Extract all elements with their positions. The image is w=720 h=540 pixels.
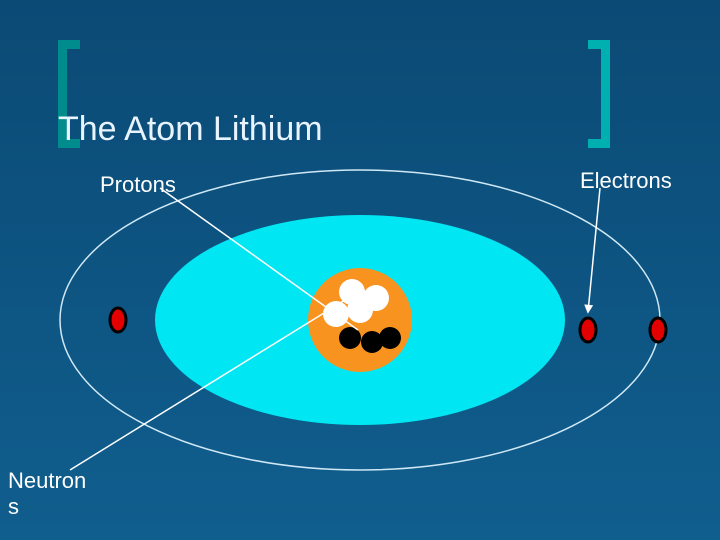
label-electrons: Electrons — [580, 168, 672, 194]
diagram-svg — [0, 0, 720, 540]
neutron-3 — [347, 297, 373, 323]
slide-title: The Atom Lithium — [58, 110, 323, 149]
label-protons: Protons — [100, 172, 176, 198]
pointer-line-2 — [588, 188, 600, 312]
electron-0 — [110, 308, 126, 332]
electron-2 — [650, 318, 666, 342]
electron-1 — [580, 318, 596, 342]
title-bracket-right — [588, 40, 610, 148]
slide-stage: The Atom Lithium Protons Electrons Neutr… — [0, 0, 720, 540]
label-neutrons: Neutron s — [8, 468, 88, 520]
proton-2 — [379, 327, 401, 349]
